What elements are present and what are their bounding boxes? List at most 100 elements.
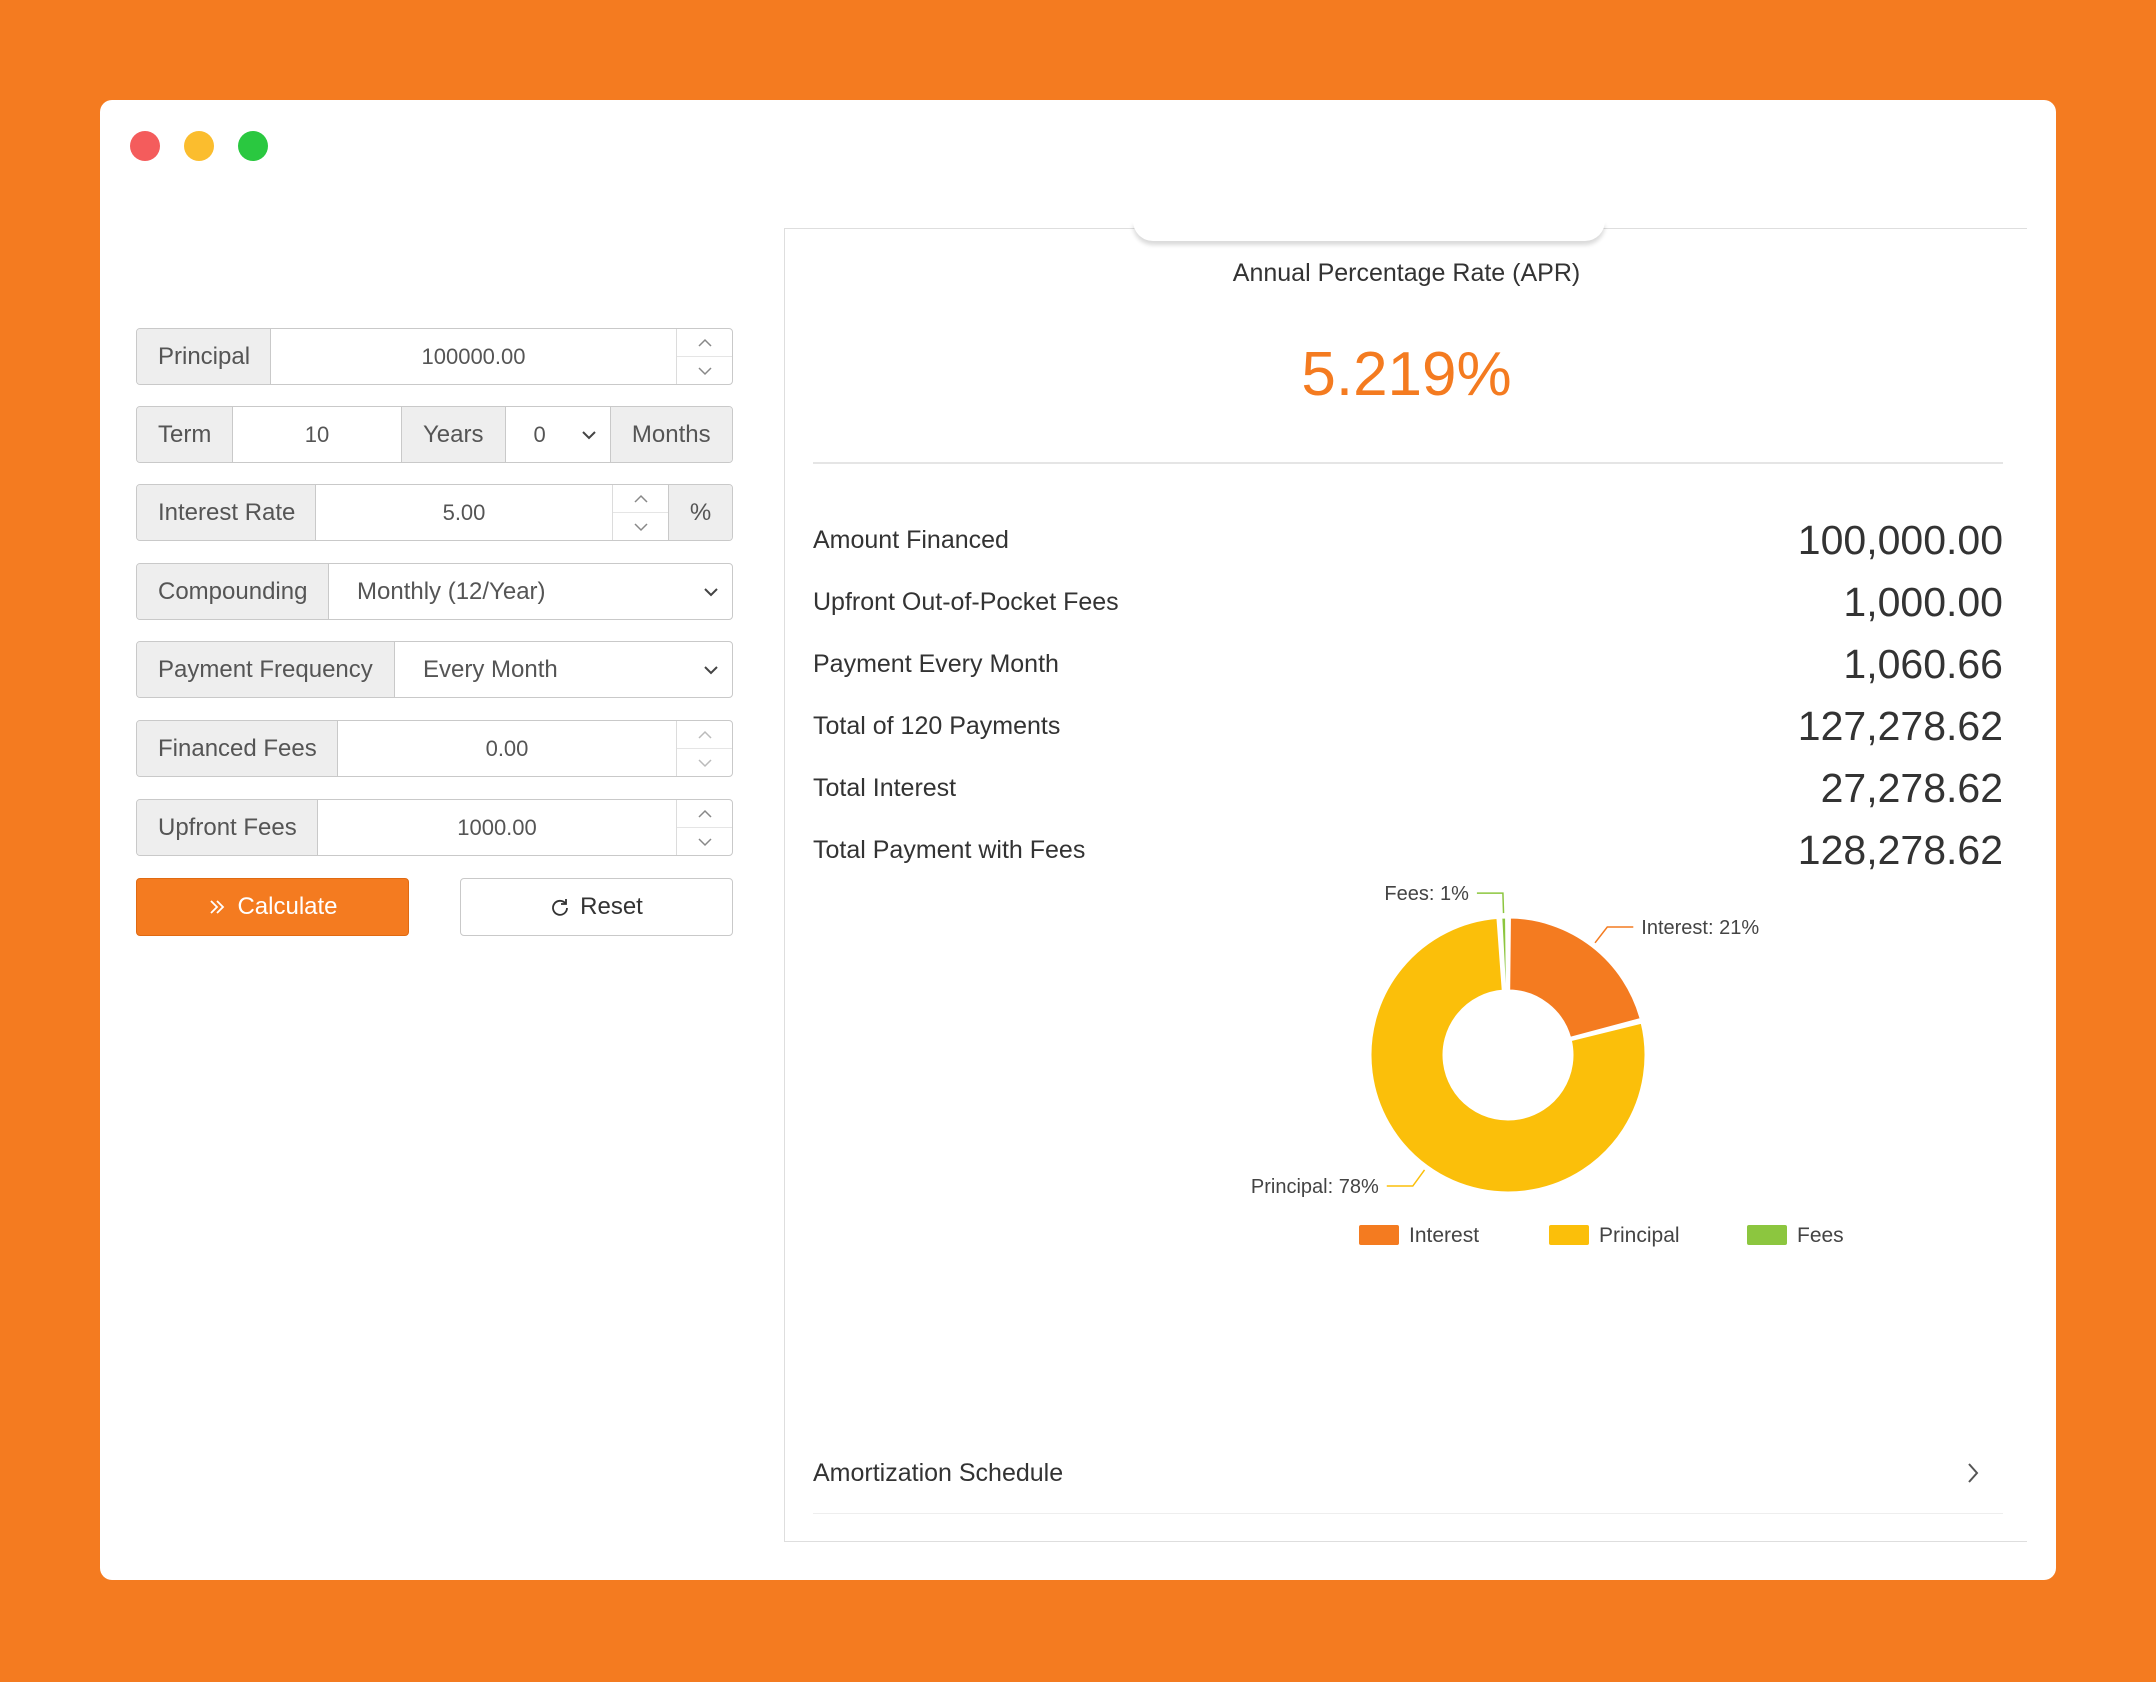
donut-slice-fees[interactable] — [1499, 915, 1509, 993]
principal-row: Principal 100000.00 — [136, 328, 733, 385]
tab-handle — [1133, 221, 1605, 241]
chevron-down-icon — [704, 587, 718, 596]
months-label: Months — [609, 407, 732, 462]
summary-row-amount-financed: Amount Financed 100,000.00 — [813, 509, 2003, 571]
slice-label: Principal: 78% — [1251, 1176, 1379, 1198]
payment-frequency-select[interactable]: Every Month — [395, 642, 732, 697]
chevron-down-icon — [697, 758, 712, 767]
principal-input[interactable]: 100000.00 — [421, 343, 526, 369]
calculate-label: Calculate — [237, 893, 338, 920]
form-actions: Calculate Reset — [136, 878, 733, 936]
amortization-schedule-label: Amortization Schedule — [813, 1458, 1064, 1487]
refresh-icon — [552, 899, 569, 916]
term-months-select[interactable]: 0 — [506, 407, 610, 462]
interest-rate-increment-button[interactable] — [613, 485, 668, 513]
summary-label: Total Payment with Fees — [813, 835, 1086, 864]
upfront-fees-input[interactable]: 1000.00 — [457, 814, 537, 840]
financed-fees-row: Financed Fees 0.00 — [136, 720, 733, 777]
principal-decrement-button[interactable] — [677, 357, 732, 384]
financed-fees-input[interactable]: 0.00 — [485, 735, 529, 761]
summary-value: 127,278.62 — [1797, 702, 2003, 749]
chevron-up-icon — [633, 494, 648, 503]
summary-value: 1,060.66 — [1843, 640, 2003, 687]
years-label: Years — [401, 407, 506, 462]
summary-value: 100,000.00 — [1797, 516, 2003, 563]
legend-swatch — [1549, 1225, 1589, 1245]
slice-label: Interest: 21% — [1641, 917, 1759, 939]
percent-unit-label: % — [668, 485, 732, 540]
chevron-down-icon — [633, 522, 648, 531]
legend-label: Interest — [1409, 1224, 1479, 1247]
summary-row-total-with-fees: Total Payment with Fees 128,278.62 — [813, 819, 2003, 881]
chevron-up-icon — [697, 809, 712, 818]
upfront-fees-decrement-button[interactable] — [677, 828, 732, 855]
reset-label: Reset — [580, 893, 643, 920]
minimize-window-button[interactable] — [184, 131, 214, 161]
summary-label: Upfront Out-of-Pocket Fees — [813, 587, 1119, 616]
upfront-fees-increment-button[interactable] — [677, 800, 732, 828]
summary-label: Total Interest — [813, 773, 957, 802]
interest-rate-decrement-button[interactable] — [613, 513, 668, 540]
legend-item-interest[interactable]: Interest — [1359, 1224, 1479, 1247]
legend-item-fees[interactable]: Fees — [1747, 1224, 1844, 1247]
interest-rate-stepper — [612, 485, 668, 540]
payment-breakdown-chart: Interest: 21% Principal: 78% Fees: 1% Inter… — [1251, 883, 1844, 1247]
compounding-row: Compounding Monthly (12/Year) — [136, 563, 733, 620]
financed-fees-increment-button[interactable] — [677, 721, 732, 749]
close-window-button[interactable] — [130, 131, 160, 161]
summary-value: 128,278.62 — [1797, 826, 2003, 873]
slice-leader-line — [1594, 926, 1634, 944]
term-months-value: 0 — [533, 421, 546, 447]
apr-value: 5.219% — [1301, 340, 1512, 409]
chevron-down-icon — [697, 366, 712, 375]
slice-leader-line — [1386, 1169, 1426, 1187]
summary-label: Amount Financed — [813, 525, 1009, 554]
chevron-down-icon — [704, 665, 718, 674]
window-controls — [130, 131, 268, 161]
summary-row-upfront-fees: Upfront Out-of-Pocket Fees 1,000.00 — [813, 571, 2003, 633]
payment-frequency-row: Payment Frequency Every Month — [136, 641, 733, 698]
summary-value: 1,000.00 — [1843, 578, 2003, 625]
legend-swatch — [1747, 1225, 1787, 1245]
reset-button[interactable]: Reset — [460, 878, 733, 936]
financed-fees-decrement-button[interactable] — [677, 749, 732, 776]
chevron-right-icon — [1968, 1463, 1979, 1483]
chevron-up-icon — [697, 730, 712, 739]
term-row: Term 10 Years 0 Months — [136, 406, 733, 463]
summary-row-total-interest: Total Interest 27,278.62 — [813, 757, 2003, 819]
legend-label: Principal — [1599, 1224, 1680, 1247]
summary-label: Total of 120 Payments — [813, 711, 1061, 740]
principal-increment-button[interactable] — [677, 329, 732, 357]
maximize-window-button[interactable] — [238, 131, 268, 161]
term-label: Term — [137, 407, 233, 462]
divider — [813, 462, 2003, 464]
donut-slice-interest[interactable] — [1507, 915, 1644, 1041]
principal-label: Principal — [137, 329, 271, 384]
financed-fees-label: Financed Fees — [137, 721, 338, 776]
donut-slice-principal[interactable] — [1368, 915, 1648, 1195]
legend-label: Fees — [1797, 1224, 1844, 1247]
compounding-select[interactable]: Monthly (12/Year) — [329, 564, 732, 619]
results-panel: Annual Percentage Rate (APR) 5.219% Amou… — [784, 221, 2027, 1542]
summary-row-total-payments: Total of 120 Payments 127,278.62 — [813, 695, 2003, 757]
slice-leader-line — [1476, 892, 1505, 914]
chevron-up-icon — [697, 338, 712, 347]
calculate-button[interactable]: Calculate — [136, 878, 409, 936]
summary-label: Payment Every Month — [813, 649, 1059, 678]
term-years-input[interactable]: 10 — [304, 421, 330, 447]
app-window: Principal 100000.00 Term 10 Years 0 Mont… — [100, 100, 2056, 1580]
summary-row-payment: Payment Every Month 1,060.66 — [813, 633, 2003, 695]
double-chevron-right-icon — [210, 900, 225, 914]
interest-rate-label: Interest Rate — [137, 485, 316, 540]
amortization-schedule-toggle[interactable]: Amortization Schedule — [813, 1433, 2003, 1514]
chevron-down-icon — [581, 430, 596, 439]
interest-rate-input[interactable]: 5.00 — [442, 499, 486, 525]
interest-rate-row: Interest Rate 5.00 % — [136, 484, 733, 541]
compounding-value: Monthly (12/Year) — [357, 577, 546, 605]
legend-swatch — [1359, 1225, 1399, 1245]
financed-fees-stepper — [676, 721, 732, 776]
legend-item-principal[interactable]: Principal — [1549, 1224, 1680, 1247]
summary-value: 27,278.62 — [1820, 764, 2003, 811]
chevron-down-icon — [697, 837, 712, 846]
payment-frequency-value: Every Month — [423, 655, 558, 683]
